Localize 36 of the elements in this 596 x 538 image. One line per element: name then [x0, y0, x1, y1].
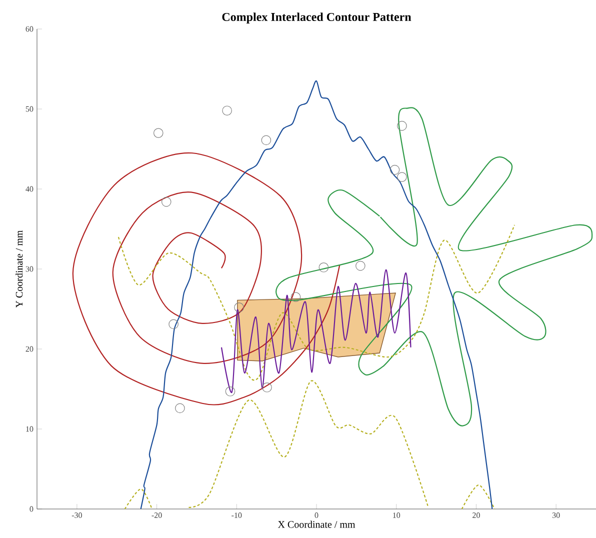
- y-axis-title: Y Coordinate / mm: [16, 230, 23, 308]
- line-series: [220, 269, 412, 393]
- y-tick-label: 50: [26, 106, 34, 112]
- point: [222, 106, 232, 116]
- x-tick-label: 20: [472, 512, 480, 518]
- point: [390, 164, 400, 175]
- point: [356, 260, 366, 271]
- point: [225, 386, 236, 396]
- y-tick-label: 60: [26, 26, 34, 32]
- x-tick-label: -10: [232, 512, 242, 518]
- point: [261, 135, 272, 146]
- line-series: [140, 80, 493, 509]
- point: [168, 319, 178, 330]
- x-tick-label: 0: [314, 512, 318, 518]
- y-tick-label: 10: [26, 426, 34, 432]
- point: [175, 403, 185, 414]
- y-tick-label: 40: [26, 186, 34, 192]
- point: [234, 302, 244, 312]
- chart-title: Complex Interlaced Contour Pattern: [222, 12, 412, 24]
- line-series: [276, 108, 593, 426]
- point: [161, 196, 172, 207]
- point: [153, 128, 164, 138]
- point: [397, 120, 407, 131]
- y-tick-label: 30: [26, 266, 34, 272]
- point: [290, 292, 301, 302]
- x-tick-label: -20: [152, 512, 162, 518]
- line-series: [188, 380, 429, 508]
- x-tick-label: 10: [393, 512, 400, 518]
- x-tick-label: -30: [72, 512, 82, 518]
- y-tick-label: 0: [30, 506, 34, 512]
- x-axis-title: X Coordinate / mm: [278, 520, 356, 528]
- point: [318, 262, 329, 272]
- y-tick-label: 20: [26, 346, 34, 352]
- point: [397, 172, 407, 182]
- point: [262, 382, 272, 392]
- x-tick-label: 30: [552, 512, 560, 518]
